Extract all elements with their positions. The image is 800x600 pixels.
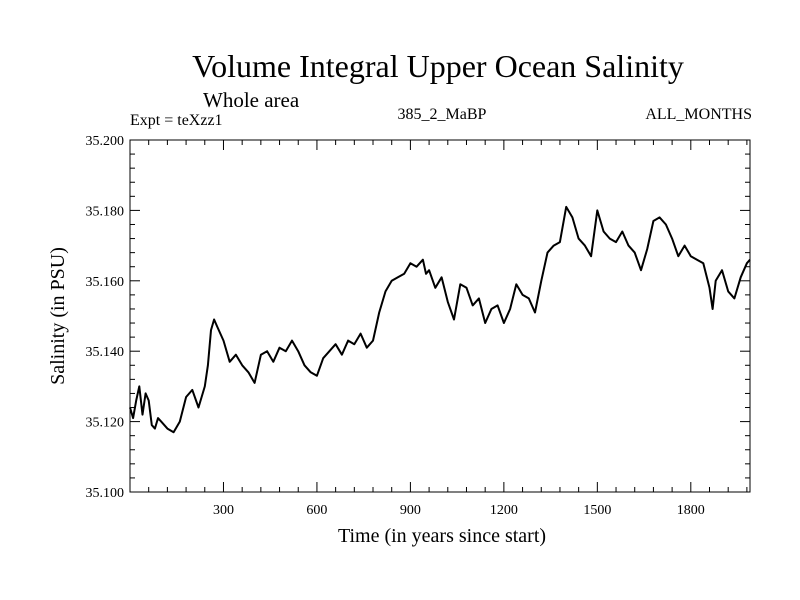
- plot-frame: [129, 139, 751, 493]
- x-tick-label: 1800: [677, 503, 705, 518]
- x-axis-title: Time (in years since start): [338, 525, 546, 547]
- chart-title: Volume Integral Upper Ocean Salinity: [192, 48, 684, 84]
- y-tick-label: 35.180: [86, 204, 125, 219]
- months-label: ALL_MONTHS: [645, 106, 752, 123]
- y-tick-label: 35.200: [86, 134, 125, 149]
- run-label: 385_2_MaBP: [397, 106, 487, 123]
- x-tick-label: 1200: [490, 503, 518, 518]
- x-tick-label: 300: [213, 503, 234, 518]
- y-tick-label: 35.120: [86, 416, 125, 431]
- salinity-series-line: [129, 205, 751, 434]
- y-tick-label: 35.100: [86, 486, 125, 501]
- y-tick-label: 35.160: [86, 275, 125, 290]
- x-tick-label: 900: [400, 503, 421, 518]
- y-tick-label: 35.140: [86, 345, 125, 360]
- chart-subtitle: Whole area: [203, 88, 300, 112]
- y-axis-title: Salinity (in PSU): [47, 247, 69, 385]
- x-tick-label: 1500: [583, 503, 611, 518]
- experiment-label: Expt = teXzz1: [130, 112, 223, 129]
- x-tick-label: 600: [306, 503, 327, 518]
